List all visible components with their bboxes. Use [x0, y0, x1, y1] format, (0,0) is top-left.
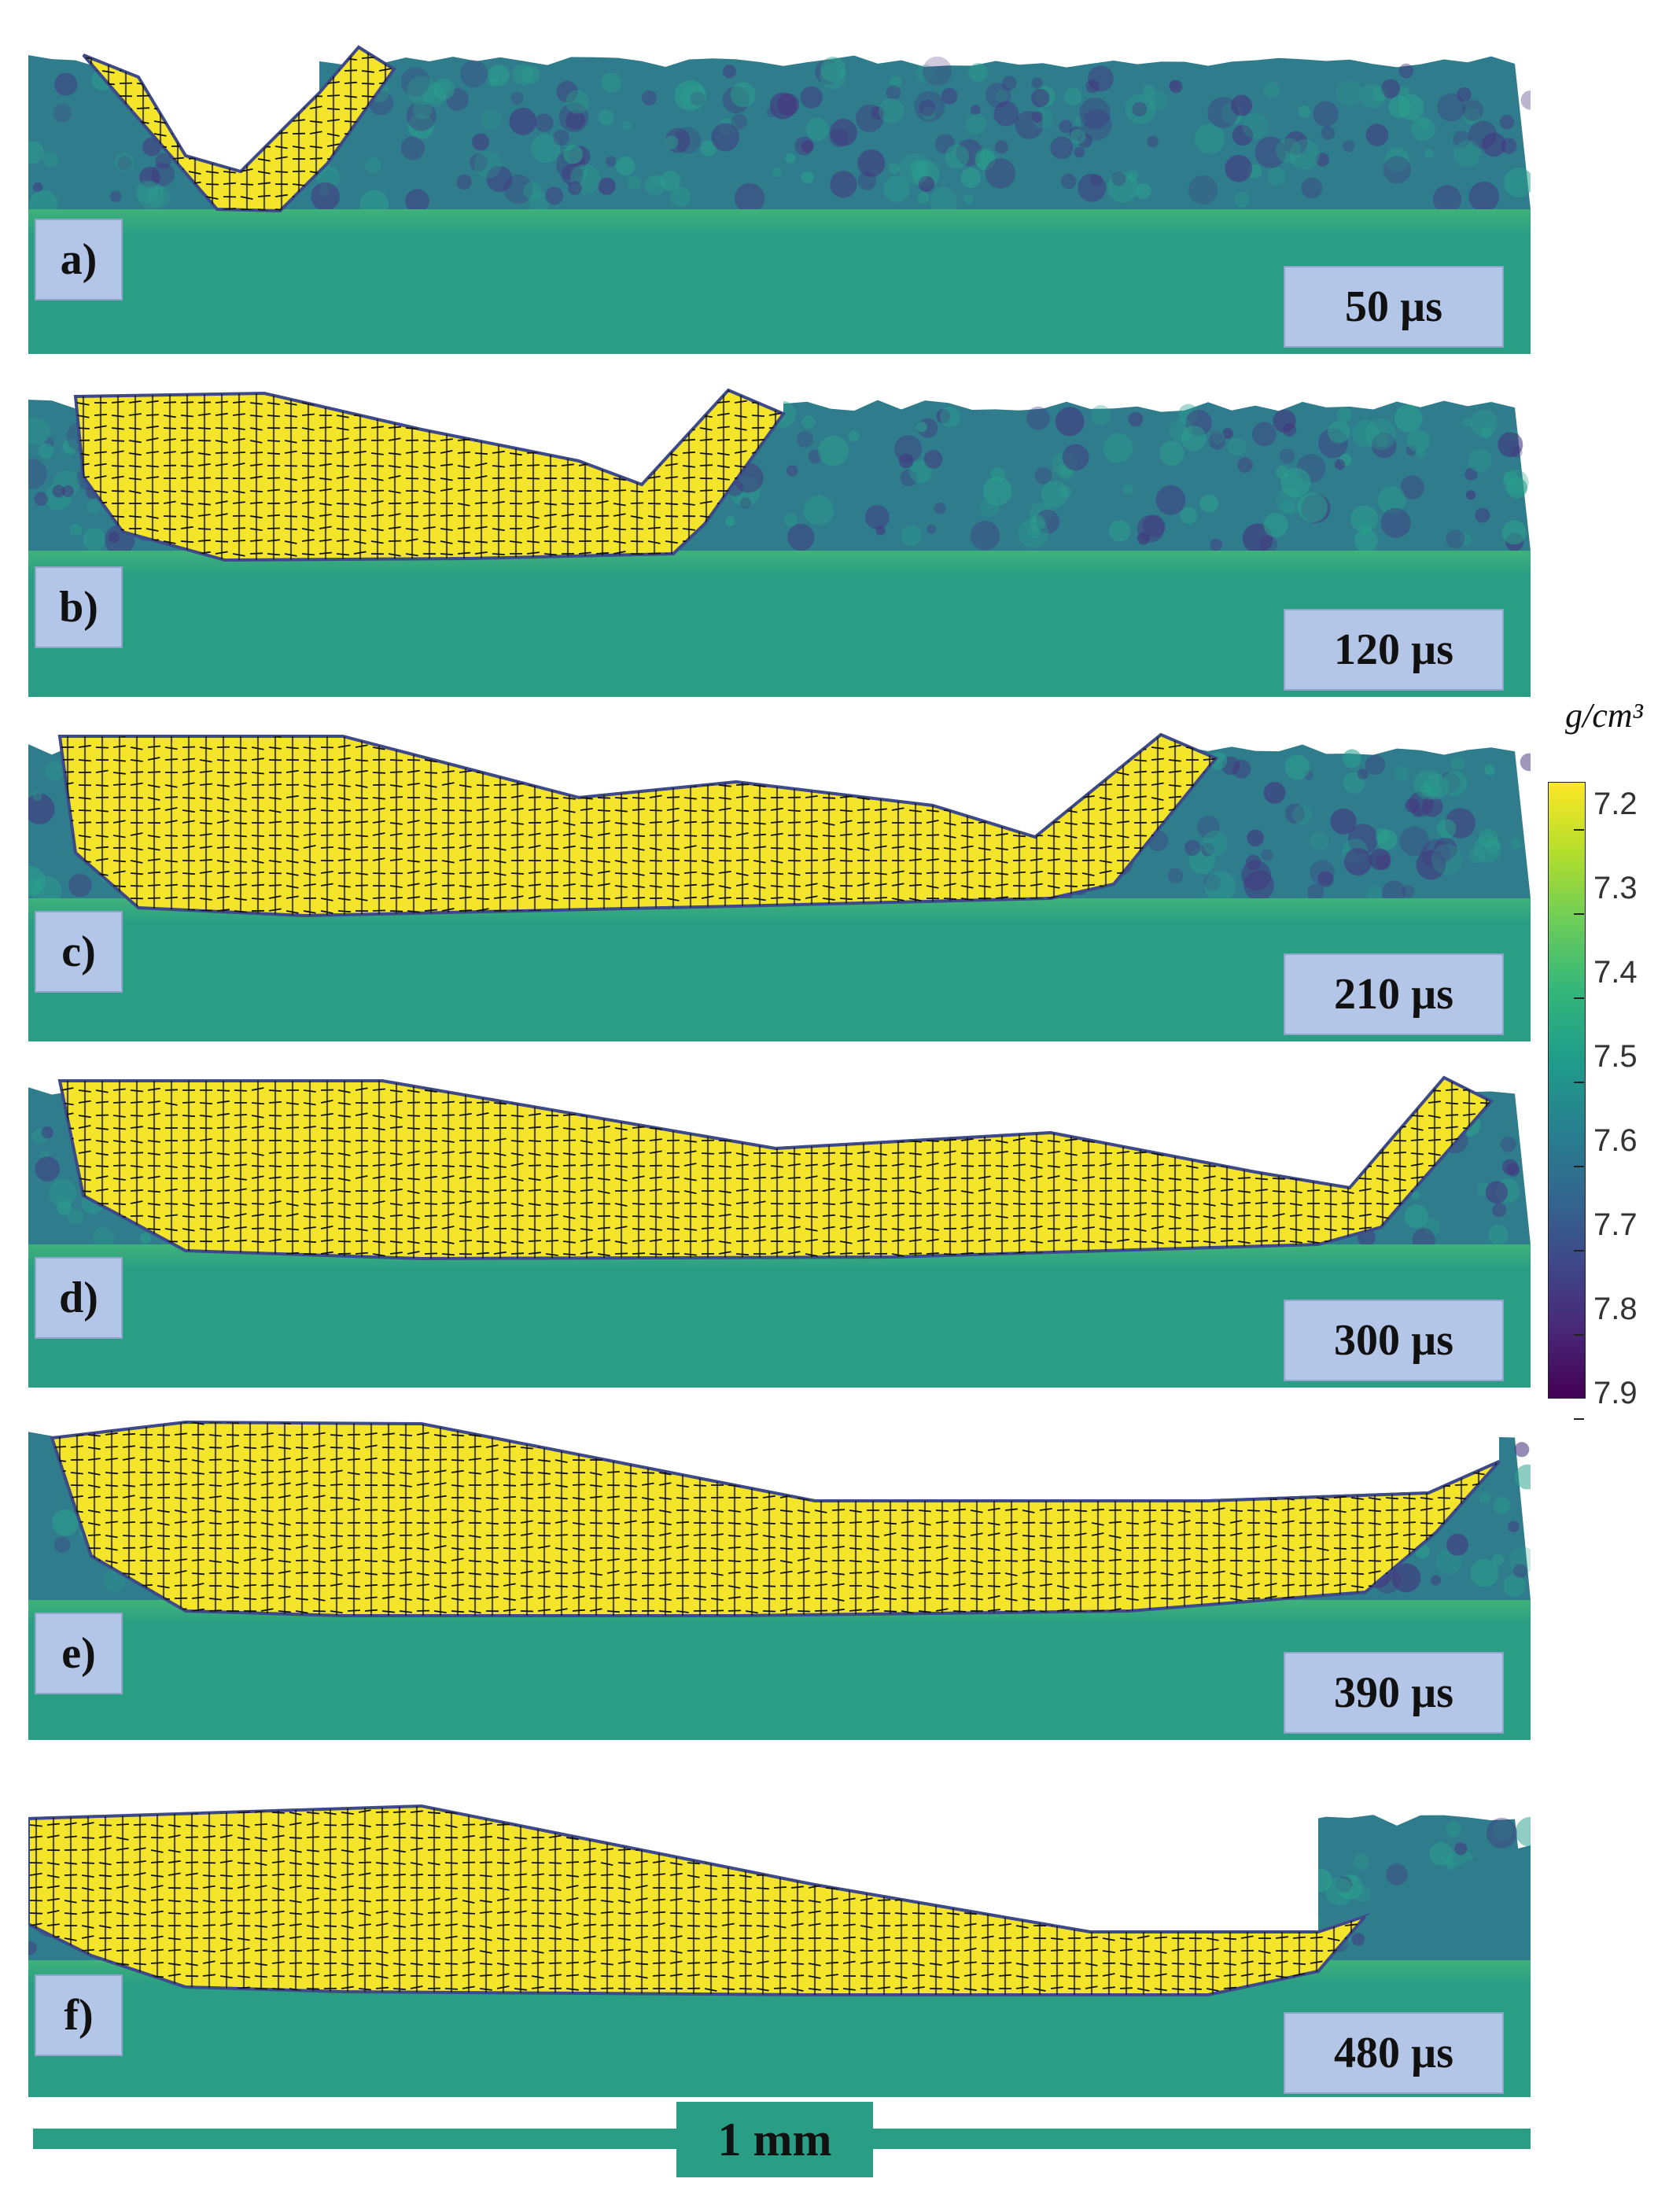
colorbar-tick [1574, 997, 1584, 999]
panel-f: f) 480 µs [28, 1767, 1531, 2097]
melt-pool [50, 1420, 1501, 1617]
colorbar-tick-label: 7.5 [1593, 1039, 1638, 1074]
melt-pool-plot-a [28, 38, 1531, 354]
powder-layer [28, 55, 1531, 209]
powder-ridge [1365, 1845, 1531, 1960]
substrate [28, 1244, 1531, 1388]
substrate [28, 209, 1531, 354]
substrate [28, 898, 1531, 1041]
colorbar-tick [1574, 829, 1584, 831]
melt-pool-plot-d [28, 1070, 1531, 1388]
panel-label: c) [35, 911, 123, 993]
panel-a: a) 50 µs [28, 38, 1531, 354]
velocity-field [76, 390, 783, 560]
panel-e: e) 390 µs [28, 1414, 1531, 1740]
colorbar-tick-label: 7.2 [1593, 787, 1638, 821]
colorbar-tick-label: 7.9 [1593, 1376, 1638, 1410]
panel-label: a) [35, 219, 123, 300]
melt-pool [57, 1075, 1494, 1261]
colorbar-tick [1574, 1082, 1584, 1083]
time-label: 300 µs [1284, 1299, 1504, 1381]
colorbar-tick-label: 7.7 [1593, 1207, 1638, 1242]
gas-region [76, 382, 783, 483]
scale-label: 1 mm [676, 2102, 873, 2177]
colorbar-tick-label: 7.4 [1593, 955, 1638, 990]
panel-label: b) [35, 566, 123, 648]
panel-d: d) 300 µs [28, 1070, 1531, 1388]
gas-region [60, 727, 1161, 835]
substrate [28, 551, 1531, 697]
time-label: 120 µs [1284, 609, 1504, 691]
colorbar [1548, 782, 1586, 1399]
colorbar-tick [1574, 913, 1584, 915]
panel-c: c) 210 µs [28, 727, 1531, 1041]
panel-label: e) [35, 1613, 123, 1694]
colorbar-tick [1574, 1418, 1584, 1420]
melt-pool-plot-b [28, 382, 1531, 697]
time-label: 480 µs [1284, 2012, 1504, 2094]
panel-b: b) 120 µs [28, 382, 1531, 697]
melt-pool-plot-e [28, 1414, 1531, 1740]
colorbar-tick-label: 7.8 [1593, 1292, 1638, 1326]
colorbar-tick-label: 7.6 [1593, 1123, 1638, 1158]
time-label: 210 µs [1284, 953, 1504, 1035]
gas-region [60, 1070, 1444, 1186]
melt-pool [28, 1804, 1371, 1996]
colorbar-tick [1574, 1166, 1584, 1167]
colorbar-tick [1574, 1334, 1584, 1336]
panel-label: f) [35, 1974, 123, 2056]
melt-pool-plot-c [28, 727, 1531, 1041]
gas-region [83, 38, 319, 170]
gas-region [28, 1767, 1365, 1970]
panel-label: d) [35, 1257, 123, 1339]
time-label: 390 µs [1284, 1652, 1504, 1734]
substrate [28, 1600, 1531, 1740]
gas-region [52, 1414, 1499, 1499]
colorbar-unit: g/cm³ [1565, 696, 1643, 735]
melt-pool-plot-f [28, 1767, 1531, 2097]
colorbar-tick [1574, 1250, 1584, 1251]
time-label: 50 µs [1284, 266, 1504, 348]
colorbar-tick-label: 7.3 [1593, 871, 1638, 905]
